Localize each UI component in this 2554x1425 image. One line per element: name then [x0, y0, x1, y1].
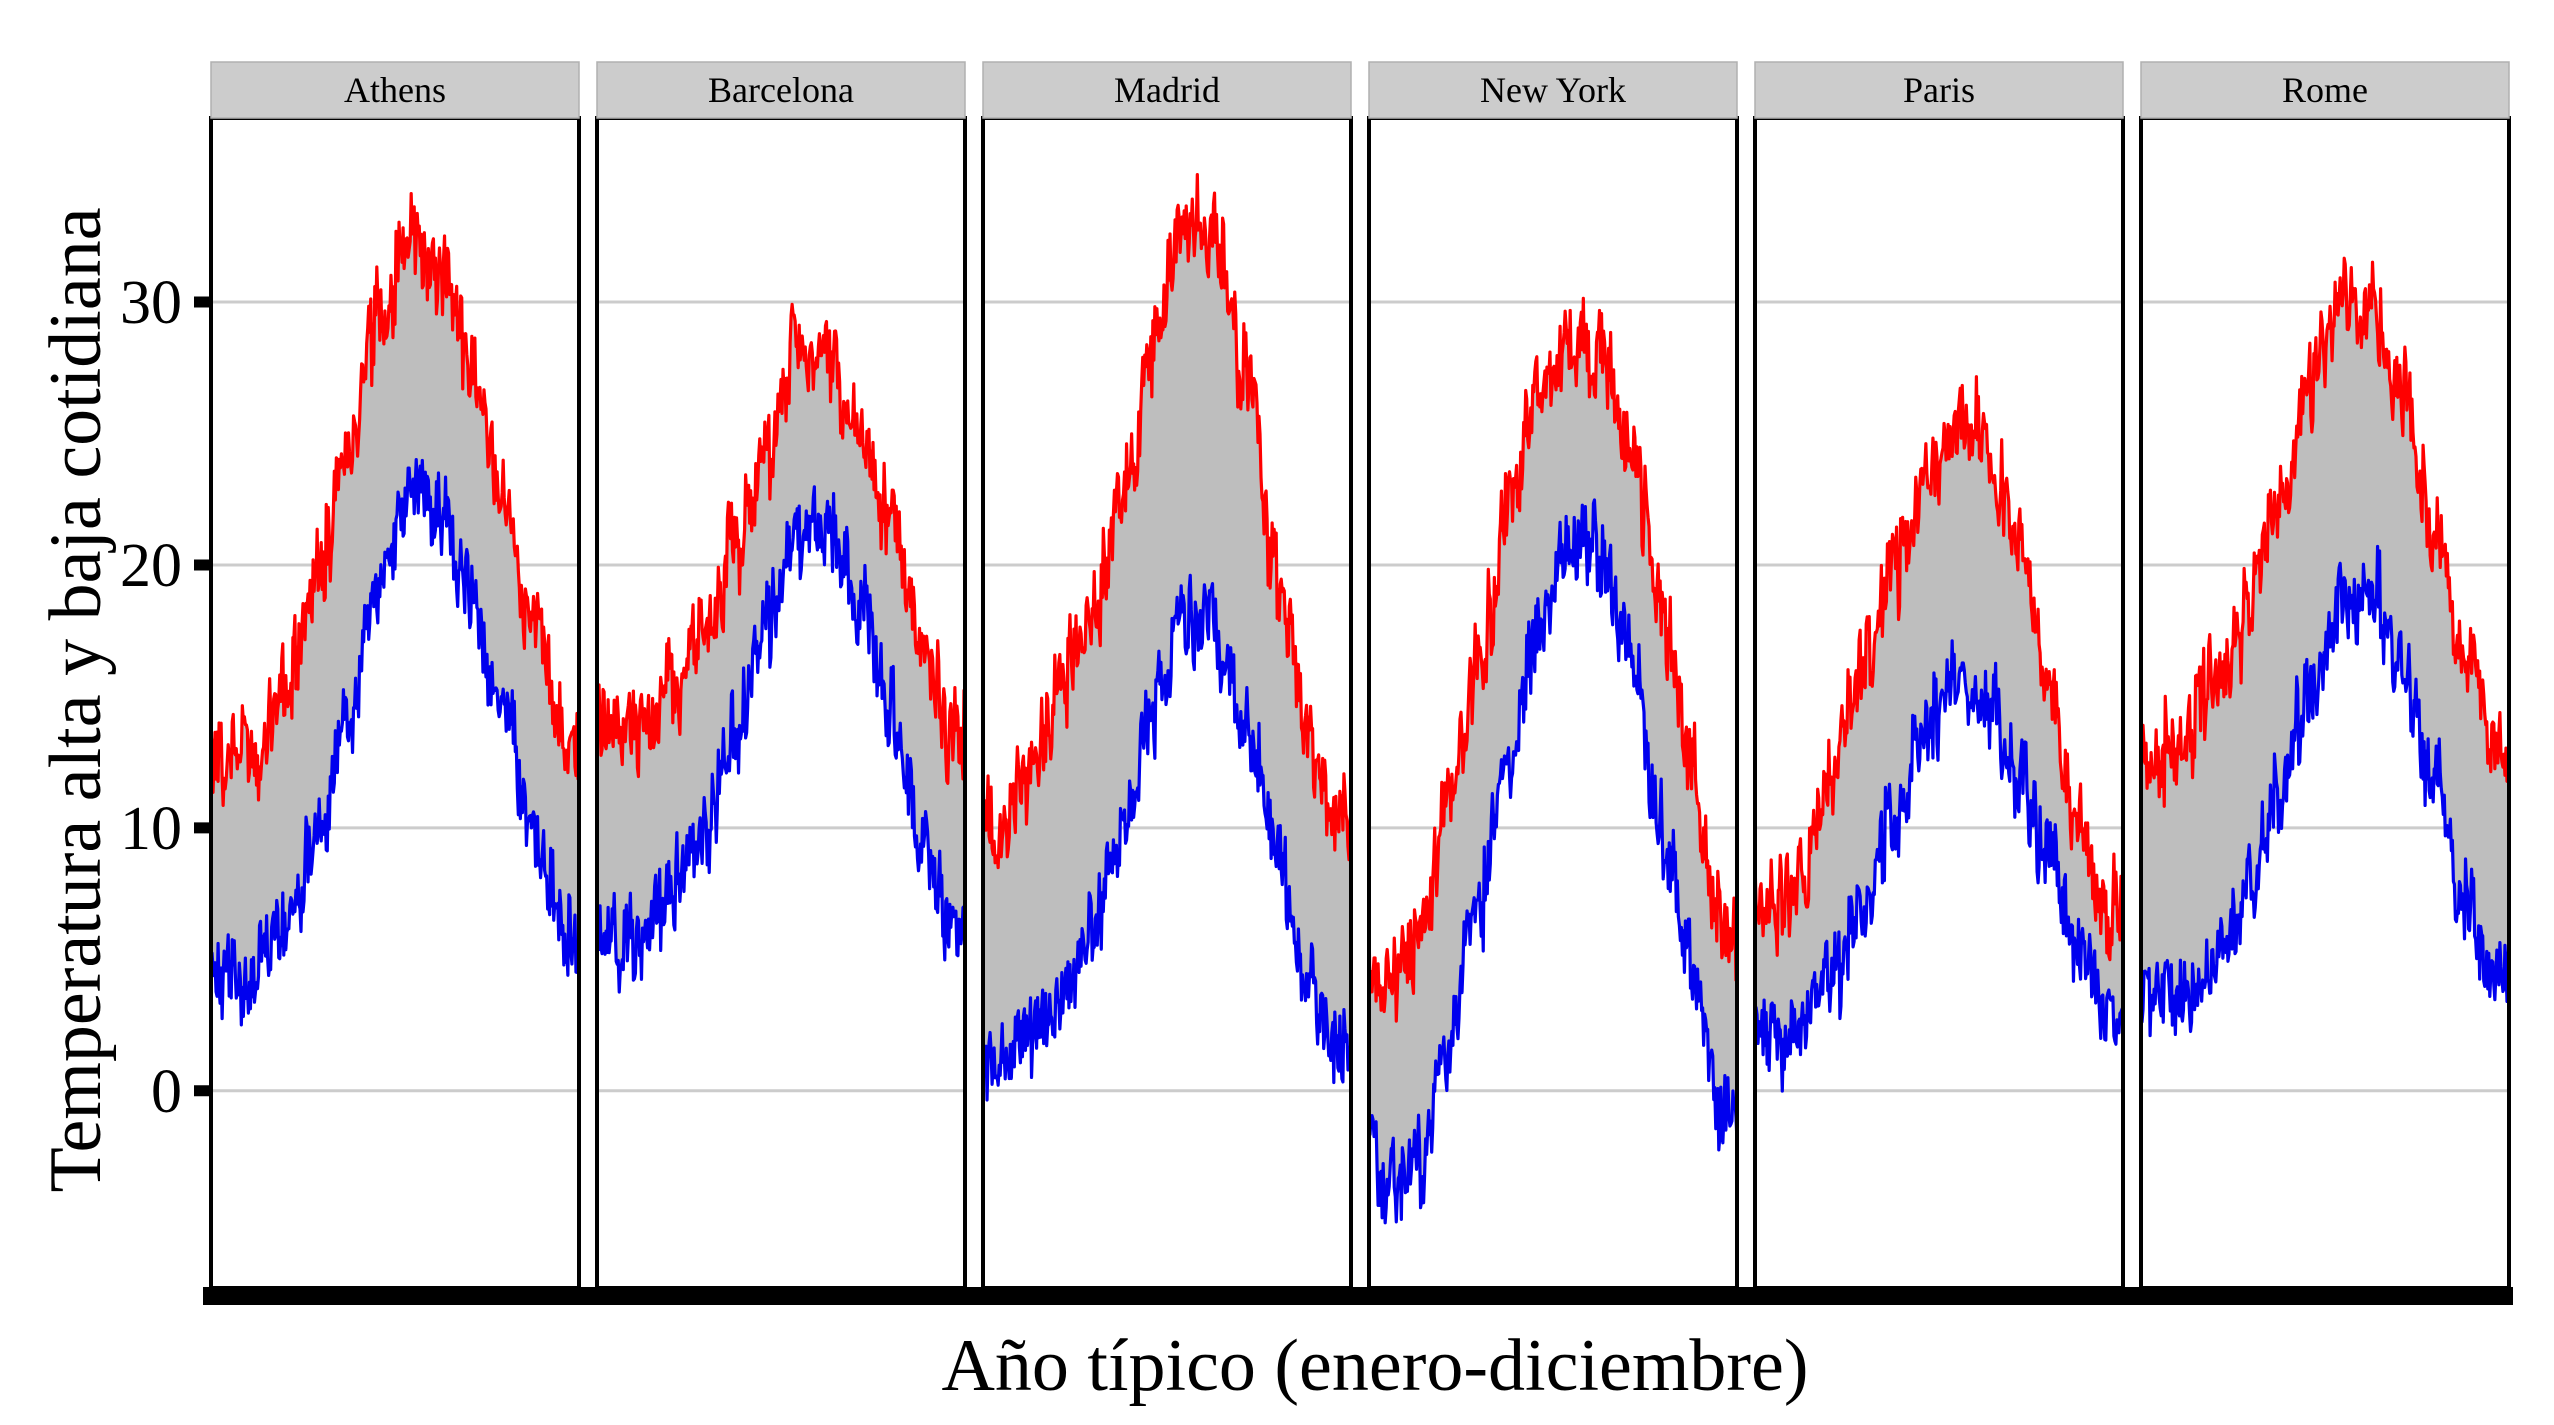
panel-label-paris: Paris	[1903, 70, 1975, 110]
low-line-madrid	[981, 573, 1352, 1102]
low-line-paris	[1753, 639, 2125, 1093]
high-line-madrid	[981, 173, 1353, 870]
panel-strip-rome	[2140, 61, 2510, 119]
y-tick-label-20: 20	[120, 532, 182, 600]
high-line-new-york	[1367, 296, 1739, 1023]
x-axis-line	[203, 1287, 2513, 1305]
panel-strips: Athens Barcelona Madrid New York Paris Rome	[210, 61, 2510, 119]
panel-label-new-york: New York	[1480, 70, 1626, 110]
low-line-rome	[2139, 544, 2511, 1038]
panel-strip-athens	[210, 61, 580, 119]
panel-strip-paris	[1754, 61, 2124, 119]
panel-label-madrid: Madrid	[1114, 70, 1220, 110]
y-tick-label-10: 10	[120, 795, 182, 863]
y-axis-title: Temperatura alta y baja cotidiana	[35, 207, 117, 1192]
high-line-barcelona	[595, 302, 967, 785]
y-axis: 0 10 20 30	[120, 269, 211, 1126]
panel-strip-madrid	[982, 61, 1352, 119]
y-tick-label-0: 0	[151, 1058, 182, 1126]
panel-strip-new-york	[1368, 61, 1738, 119]
y-tick-label-30: 30	[120, 269, 182, 337]
band-athens	[211, 193, 579, 1025]
high-line-rome	[2139, 256, 2511, 808]
band-new-york	[1369, 298, 1737, 1223]
x-axis-title: Año típico (enero-diciembre)	[941, 1325, 1808, 1407]
high-line-paris	[1753, 375, 2125, 962]
low-line-new-york	[1367, 498, 1739, 1225]
band-madrid	[983, 174, 1351, 1100]
temperature-lines	[209, 173, 2511, 1225]
panel-label-barcelona: Barcelona	[708, 70, 854, 110]
panel-label-athens: Athens	[344, 70, 446, 110]
x-axis	[203, 1287, 2513, 1305]
low-line-barcelona	[595, 485, 967, 994]
high-line-athens	[209, 191, 581, 807]
low-line-athens	[209, 458, 580, 1027]
panel-label-rome: Rome	[2282, 70, 2368, 110]
panel-strip-barcelona	[596, 61, 966, 119]
band-paris	[1755, 376, 2123, 1092]
